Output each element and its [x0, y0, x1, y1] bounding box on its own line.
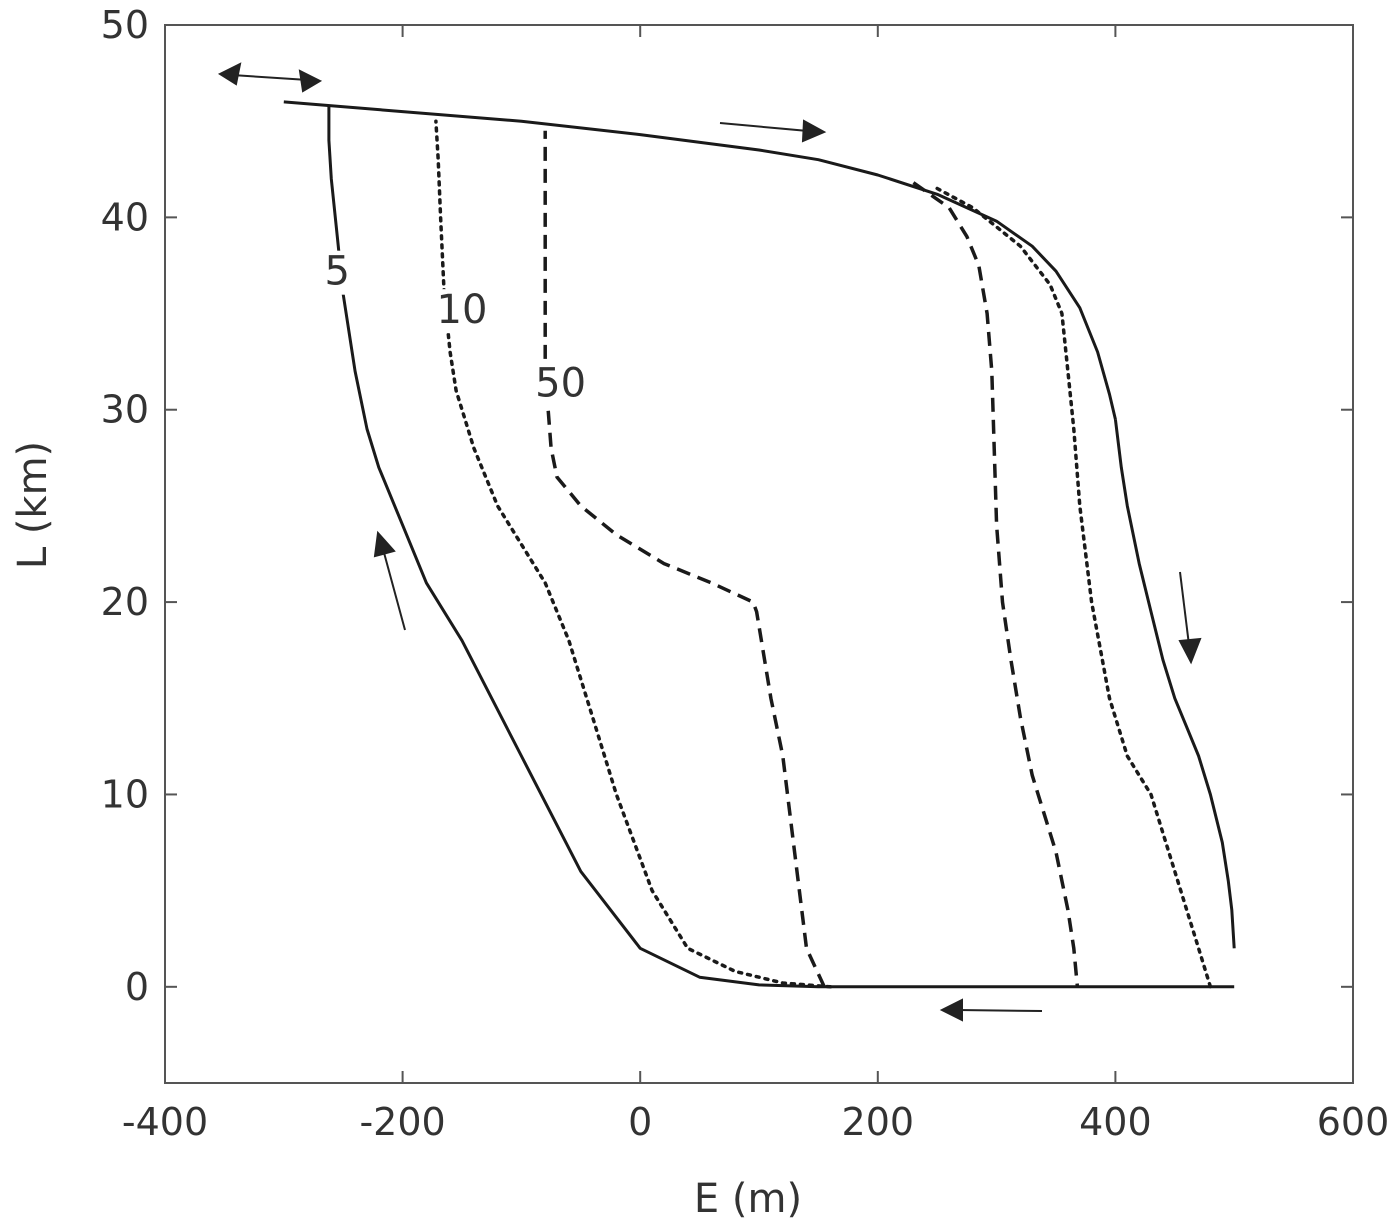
curve-labels: 5 10 50	[319, 249, 591, 407]
series-dashed-retreat-5	[912, 181, 1080, 987]
series-solid-advance-2	[327, 105, 1235, 989]
ticks	[164, 24, 1354, 1083]
curve-label-10: 10	[437, 287, 488, 333]
series-dashed-advance-6	[543, 130, 826, 988]
arrows	[217, 62, 1202, 1022]
series-dotted-retreat-3	[935, 186, 1213, 989]
series-layer	[283, 100, 1236, 989]
x-axis-label: E (m)	[694, 1176, 802, 1222]
y-axis-label: L (km)	[10, 441, 56, 569]
double-arrow-icon	[217, 62, 323, 93]
x-tick-label: 600	[1317, 1100, 1390, 1144]
y-tick-label: 0	[125, 965, 149, 1009]
arrow-right-icon	[719, 119, 827, 143]
curve-label-5: 5	[325, 249, 350, 295]
x-tick-label: -200	[359, 1100, 445, 1144]
y-tick-label: 20	[101, 580, 149, 624]
y-tick-label: 10	[101, 772, 149, 816]
y-tick-label: 50	[101, 3, 149, 47]
arrow-up-icon	[373, 530, 406, 631]
x-tick-label: 400	[1079, 1100, 1152, 1144]
x-tick-label: -400	[122, 1100, 208, 1144]
arrow-down-icon	[1178, 571, 1202, 665]
curve-label-bg	[530, 362, 591, 407]
arrow-left-icon	[939, 998, 1043, 1022]
curve-label-bg	[432, 289, 492, 334]
curve-label-50: 50	[535, 360, 586, 406]
y-tick-label: 30	[101, 388, 149, 432]
y-tick-label: 40	[101, 195, 149, 239]
x-tick-label: 200	[842, 1100, 915, 1144]
series-solid-steady-state-0	[283, 100, 1117, 420]
series-dotted-advance-4	[434, 119, 833, 989]
x-tick-label: 0	[628, 1100, 652, 1144]
plot-frame	[164, 24, 1354, 1084]
curve-label-bg	[319, 250, 356, 295]
series-solid-retreat-1	[1113, 419, 1236, 949]
tick-labels: -400 -200 0 200 400 600 0 10 20 30 40 50	[101, 3, 1390, 1144]
